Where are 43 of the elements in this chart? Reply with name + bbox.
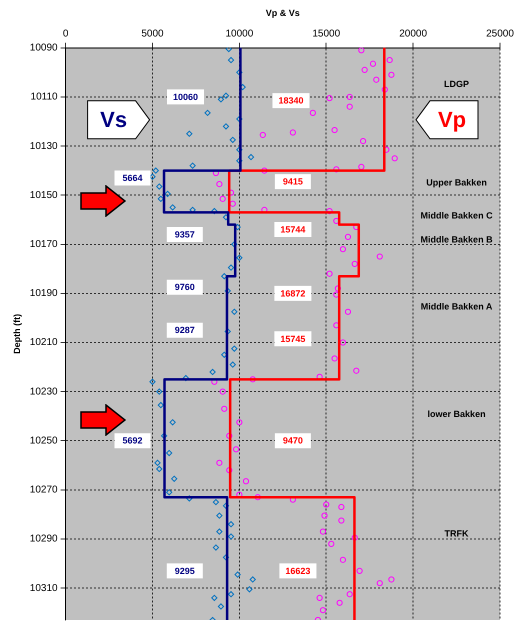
x-tick-label: 20000: [399, 28, 428, 40]
y-tick-label: 10190: [30, 288, 58, 300]
annotation: 9287: [174, 325, 195, 336]
y-tick-label: 10310: [30, 582, 58, 594]
annotation: Middle Bakken C: [420, 210, 494, 221]
annotation: 9760: [174, 282, 195, 292]
y-tick-label: 10110: [30, 92, 58, 103]
annotation: Upper Bakken: [426, 178, 487, 188]
annotation: 10060: [172, 92, 198, 102]
annotation: TRFK: [444, 528, 470, 539]
y-tick-label: 10290: [30, 534, 58, 545]
x-tick-label: 5000: [141, 28, 164, 40]
y-tick-label: 10230: [30, 386, 58, 398]
y-tick-label: 10170: [30, 239, 58, 250]
annotation: 16872: [280, 288, 306, 298]
y-tick-label: 10250: [30, 435, 58, 446]
x-axis-title: Vp & Vs: [266, 8, 300, 18]
annotation: lower Bakken: [428, 409, 486, 420]
y-tick-label: 10150: [30, 190, 58, 201]
y-tick-label: 10210: [30, 337, 58, 348]
x-tick-label: 0: [62, 28, 69, 40]
text: Vp: [438, 106, 466, 132]
y-tick-label: 10090: [30, 42, 58, 54]
annotation: 9357: [174, 229, 195, 240]
text: Vs: [100, 106, 128, 132]
annotation: 15744: [280, 224, 306, 235]
x-tick-label: 10000: [225, 28, 254, 40]
x-tick-label: 25000: [486, 28, 514, 40]
annotation: 18340: [278, 96, 304, 106]
annotation: Middle Bakken A: [420, 302, 493, 312]
annotation: 15745: [280, 334, 306, 344]
annotation: Middle Bakken B: [420, 234, 494, 245]
y-tick-label: 10130: [30, 140, 58, 152]
annotation: 9415: [282, 176, 303, 187]
y-axis-title: Depth (ft): [12, 314, 22, 354]
annotation: LDGP: [444, 79, 470, 90]
annotation: 9295: [174, 566, 195, 576]
annotation: 5692: [122, 436, 143, 446]
x-tick-label: 15000: [312, 28, 341, 40]
annotation: 9470: [282, 436, 303, 446]
annotation: 16623: [285, 566, 310, 576]
annotation: 5664: [122, 172, 143, 183]
y-tick-label: 10270: [30, 484, 58, 496]
